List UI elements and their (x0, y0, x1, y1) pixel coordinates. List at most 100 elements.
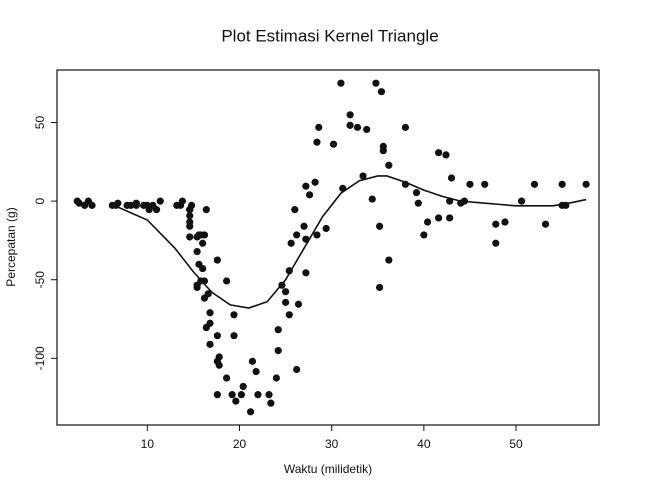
x-tick-label: 10 (141, 437, 155, 451)
point (492, 220, 500, 228)
x-tick-label: 20 (233, 437, 247, 451)
point (248, 357, 257, 365)
point (442, 151, 450, 159)
point (300, 222, 308, 230)
point (206, 319, 214, 327)
x-tick-label: 40 (417, 437, 431, 451)
point (228, 391, 236, 399)
plot-box (56, 69, 600, 426)
point (274, 347, 282, 355)
point (481, 180, 489, 188)
point (114, 199, 122, 207)
point (152, 206, 161, 214)
point (230, 311, 238, 319)
point (379, 147, 387, 155)
point (368, 195, 376, 203)
y-tick-label: -100 (33, 346, 47, 370)
point (199, 264, 207, 273)
point (132, 201, 140, 209)
x-tick-label: 30 (325, 437, 339, 451)
point (414, 199, 422, 207)
point (293, 365, 301, 374)
point (193, 283, 201, 292)
point (401, 123, 410, 131)
point (206, 309, 214, 317)
point (385, 256, 393, 264)
point (178, 197, 186, 205)
point (311, 178, 319, 186)
point (200, 231, 209, 239)
point (376, 222, 384, 230)
point (423, 218, 432, 226)
point (213, 332, 221, 340)
y-axis-label: Percepatan (g) (4, 207, 18, 286)
point (322, 224, 330, 233)
point (315, 123, 323, 131)
point (291, 206, 299, 214)
y-tick-label: -50 (33, 271, 47, 289)
y-tick-label: 50 (33, 116, 47, 130)
point (501, 218, 509, 226)
point (363, 125, 371, 134)
point (215, 361, 223, 369)
smooth-line (114, 175, 587, 309)
point (466, 180, 474, 188)
point (237, 391, 245, 399)
point (558, 180, 566, 188)
point (492, 239, 500, 247)
point (267, 399, 275, 407)
point (186, 212, 194, 220)
point (337, 79, 345, 87)
point (204, 290, 212, 298)
point (281, 288, 290, 296)
point (353, 123, 362, 131)
point (193, 247, 201, 256)
point (75, 199, 83, 207)
point (246, 408, 255, 416)
point (272, 374, 280, 382)
point (265, 391, 273, 399)
point (582, 180, 590, 188)
point (186, 222, 194, 230)
point (313, 138, 321, 146)
point (252, 367, 260, 376)
point (305, 191, 314, 199)
point (199, 239, 207, 247)
point (385, 161, 393, 169)
point (446, 214, 454, 222)
point (346, 111, 354, 119)
point (435, 214, 443, 222)
point (202, 206, 210, 214)
point (281, 298, 290, 306)
y-tick-label: 0 (33, 197, 47, 204)
point (206, 340, 214, 348)
point (230, 332, 238, 340)
point (420, 231, 428, 239)
point (287, 239, 295, 247)
point (412, 189, 421, 197)
point (285, 311, 293, 319)
point (223, 374, 231, 382)
point (377, 88, 386, 96)
point (313, 231, 321, 239)
point (88, 201, 96, 209)
point (376, 283, 384, 292)
point (239, 382, 247, 391)
x-axis-label: Waktu (milidetik) (284, 462, 372, 476)
point (541, 220, 550, 228)
point (294, 300, 303, 308)
point (517, 197, 526, 205)
point (302, 182, 310, 190)
point (346, 121, 354, 129)
point (435, 149, 443, 157)
point (127, 201, 135, 209)
point (223, 277, 231, 285)
point (302, 269, 310, 277)
x-tick-label: 50 (509, 437, 523, 451)
point (293, 231, 301, 239)
point (213, 256, 221, 264)
point (186, 233, 194, 241)
point (156, 197, 164, 205)
point (530, 180, 539, 188)
